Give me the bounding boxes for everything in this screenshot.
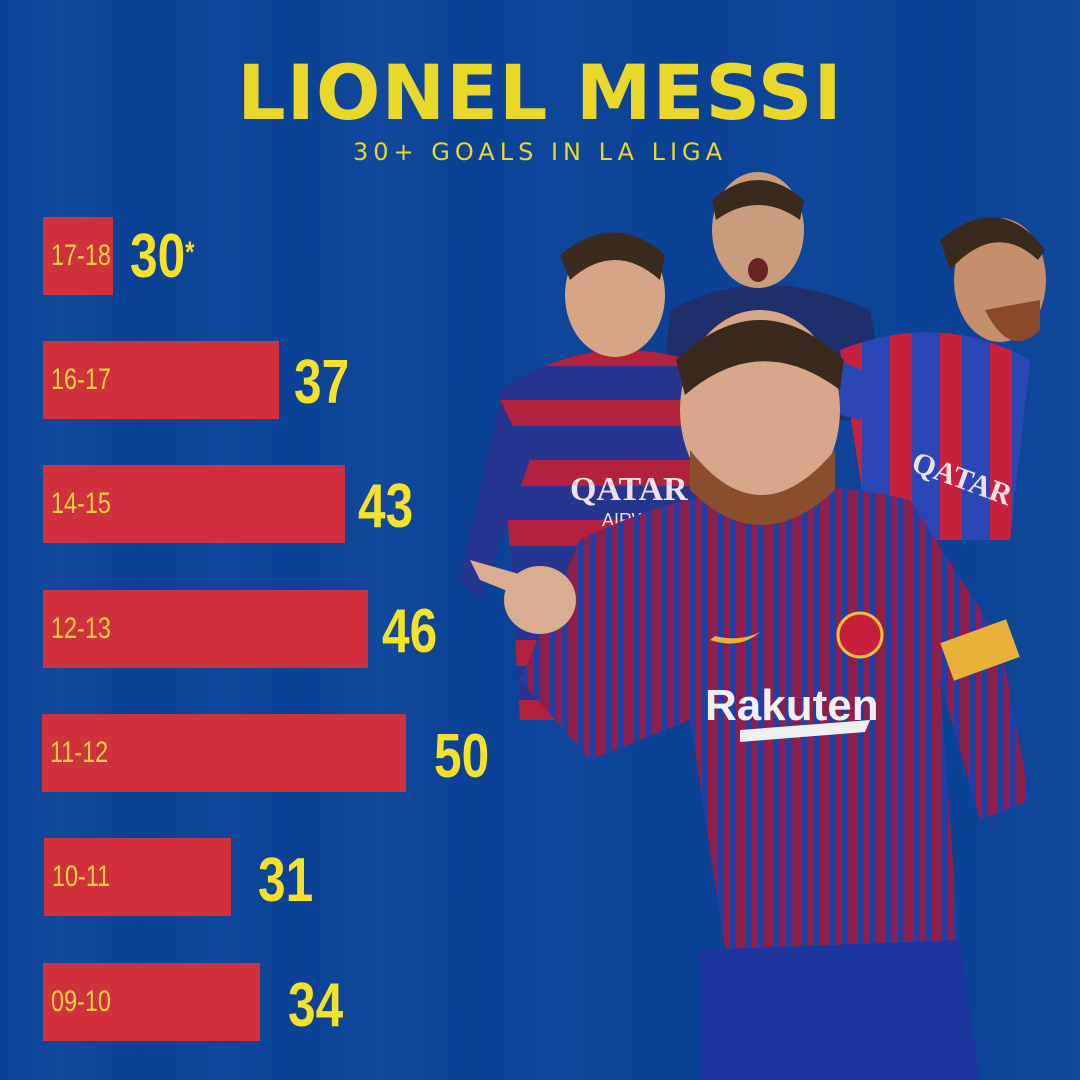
bar-14-15: 14-15: [43, 465, 345, 543]
bar-10-11: 10-11: [44, 838, 231, 916]
page-title: LIONEL MESSI: [237, 48, 843, 137]
bar-12-13: 12-13: [43, 590, 368, 668]
bar-label: 17-18: [51, 239, 111, 272]
bar-value: 30*: [130, 222, 195, 291]
bar-09-10: 09-10: [43, 963, 260, 1041]
bar-label: 12-13: [51, 612, 111, 645]
page-subtitle: 30+ GOALS IN LA LIGA: [352, 138, 728, 166]
players-photo-collage: QATAR AIRW QATAR Rakuten: [460, 172, 1046, 1080]
bar-17-18: 17-18: [43, 217, 113, 295]
bar-16-17: 16-17: [43, 341, 279, 419]
bar-value: 37: [294, 348, 350, 417]
bar-11-12: 11-12: [42, 714, 406, 792]
asterisk-note: *: [185, 236, 195, 269]
bar-value: 43: [358, 472, 414, 541]
svg-text:QATAR: QATAR: [570, 471, 688, 508]
bar-value: 46: [382, 597, 438, 666]
bar-label: 16-17: [51, 363, 111, 396]
player-front-main: Rakuten: [470, 310, 1030, 1080]
bar-value: 31: [258, 846, 314, 915]
bar-label: 14-15: [51, 487, 111, 520]
bar-label: 11-12: [50, 736, 109, 769]
bar-value: 50: [434, 722, 490, 791]
bar-label: 10-11: [52, 860, 111, 893]
bar-label: 09-10: [51, 985, 111, 1018]
player-right: QATAR: [820, 217, 1046, 540]
bar-value: 34: [288, 971, 344, 1040]
